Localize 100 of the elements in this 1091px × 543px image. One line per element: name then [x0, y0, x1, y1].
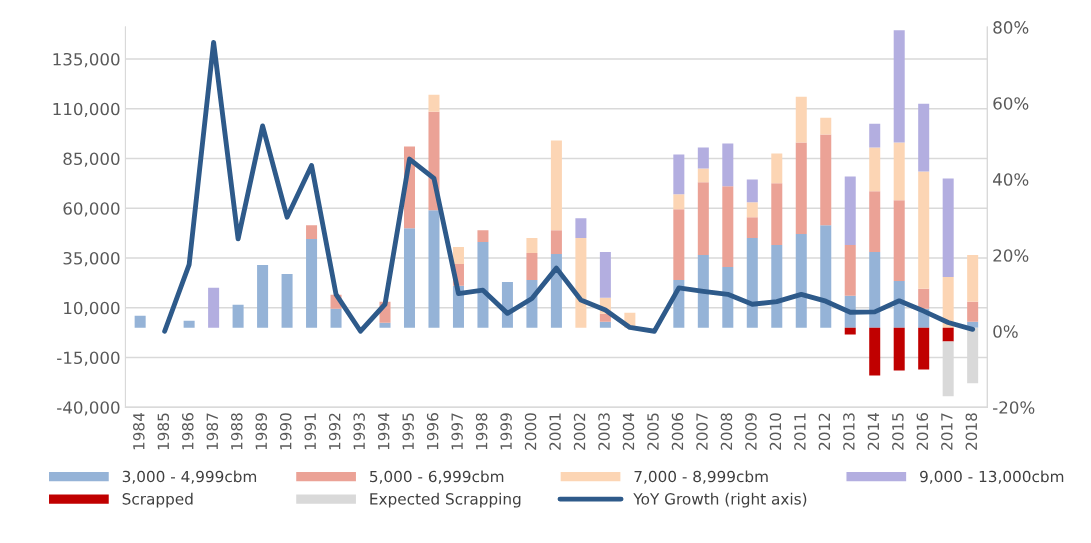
bar — [967, 255, 979, 302]
x-tick-label: 1992 — [328, 413, 341, 450]
bar — [403, 228, 416, 328]
legend-label: Scrapped — [122, 492, 193, 508]
y-tick-label: -15,000 — [57, 351, 120, 366]
bar — [820, 117, 832, 135]
bar — [869, 252, 881, 328]
x-tick-label: 1985 — [157, 413, 170, 450]
x-tick-label: 1989 — [255, 413, 268, 450]
y2-tick-label: 80% — [993, 21, 1029, 34]
bar — [746, 202, 758, 218]
bar — [869, 123, 881, 148]
y-tick-label: -40,000 — [57, 401, 120, 416]
y2-tick-label: -20% — [993, 401, 1035, 414]
bar — [844, 176, 856, 246]
y2-tick-label: 0% — [993, 325, 1018, 338]
bar — [428, 210, 440, 328]
bar — [697, 168, 709, 183]
x-tick-label: 2001 — [549, 413, 561, 450]
bar — [771, 245, 783, 328]
bar — [893, 200, 905, 281]
bar — [918, 171, 930, 289]
bar — [746, 238, 758, 328]
bar — [306, 225, 318, 240]
y2-tick-label: 60% — [993, 97, 1029, 110]
y-tick-label: 35,000 — [63, 251, 120, 267]
bar — [550, 230, 562, 255]
x-tick-label: 2012 — [818, 413, 831, 450]
x-tick-label: 2004 — [622, 412, 635, 450]
y-tick-label: 110,000 — [53, 102, 120, 118]
bar — [918, 327, 930, 370]
bar — [942, 178, 954, 277]
bar — [967, 301, 979, 322]
bar — [795, 234, 807, 328]
bar — [869, 327, 881, 376]
bar — [550, 254, 562, 328]
bar — [599, 252, 611, 298]
x-tick-label: 2009 — [745, 413, 757, 450]
y-tick-label: 135,000 — [53, 52, 120, 68]
legend-label: 9,000 - 13,000cbm — [920, 470, 1064, 484]
x-tick-label: 2000 — [524, 413, 537, 450]
bar — [673, 154, 685, 195]
bar — [918, 103, 930, 172]
x-tick-label: 1991 — [304, 413, 316, 450]
y-tick-label: 85,000 — [63, 152, 120, 167]
x-tick-label: 2013 — [843, 413, 855, 450]
x-tick-label: 2006 — [671, 413, 684, 450]
x-tick-label: 1998 — [475, 413, 488, 450]
bar — [722, 143, 734, 187]
bar — [550, 140, 562, 231]
x-tick-label: 2005 — [647, 413, 659, 450]
bar — [746, 217, 758, 239]
bar — [869, 191, 881, 253]
legend-label: YoY Growth (right axis) — [633, 492, 807, 508]
bar — [869, 147, 881, 192]
x-tick-label: 1996 — [426, 413, 439, 450]
x-tick-label: 1997 — [451, 413, 463, 450]
bar — [771, 183, 783, 246]
x-tick-label: 2007 — [696, 413, 708, 450]
bar — [134, 315, 146, 328]
bar — [795, 142, 807, 235]
bar — [918, 288, 930, 309]
x-tick-label: 2010 — [769, 413, 782, 450]
x-tick-label: 1986 — [182, 413, 194, 450]
x-tick-label: 2008 — [720, 413, 733, 450]
bar — [844, 245, 856, 296]
bar — [599, 313, 611, 322]
bar — [306, 239, 318, 328]
x-tick-label: 2002 — [573, 413, 586, 450]
bar — [697, 255, 709, 328]
bar — [771, 153, 783, 184]
bar — [722, 266, 734, 328]
bar — [844, 327, 856, 335]
bar — [893, 327, 905, 371]
x-tick-label: 1987 — [206, 413, 219, 450]
x-tick-label: 2011 — [794, 413, 806, 450]
bar — [673, 209, 685, 280]
x-tick-label: 1993 — [353, 413, 365, 450]
bar — [673, 194, 685, 210]
bar — [746, 179, 758, 203]
bar — [575, 238, 587, 328]
x-tick-label: 1988 — [230, 413, 243, 450]
x-tick-label: 2015 — [892, 413, 904, 450]
bar — [183, 320, 195, 328]
bar — [697, 182, 709, 256]
legend-label: 3,000 - 4,999cbm — [122, 470, 257, 484]
x-tick-label: 2017 — [941, 413, 953, 450]
y-tick-label: 10,000 — [64, 301, 120, 317]
x-tick-label: 1994 — [377, 412, 390, 450]
x-tick-label: 1999 — [500, 413, 512, 450]
bar — [477, 242, 489, 328]
bar — [526, 238, 538, 254]
y2-tick-label: 40% — [993, 173, 1029, 186]
bar — [526, 253, 538, 280]
bar — [452, 247, 464, 264]
bar — [379, 322, 391, 328]
bar — [820, 225, 832, 328]
bar — [477, 230, 489, 243]
bar — [599, 321, 611, 328]
bar — [281, 273, 293, 328]
